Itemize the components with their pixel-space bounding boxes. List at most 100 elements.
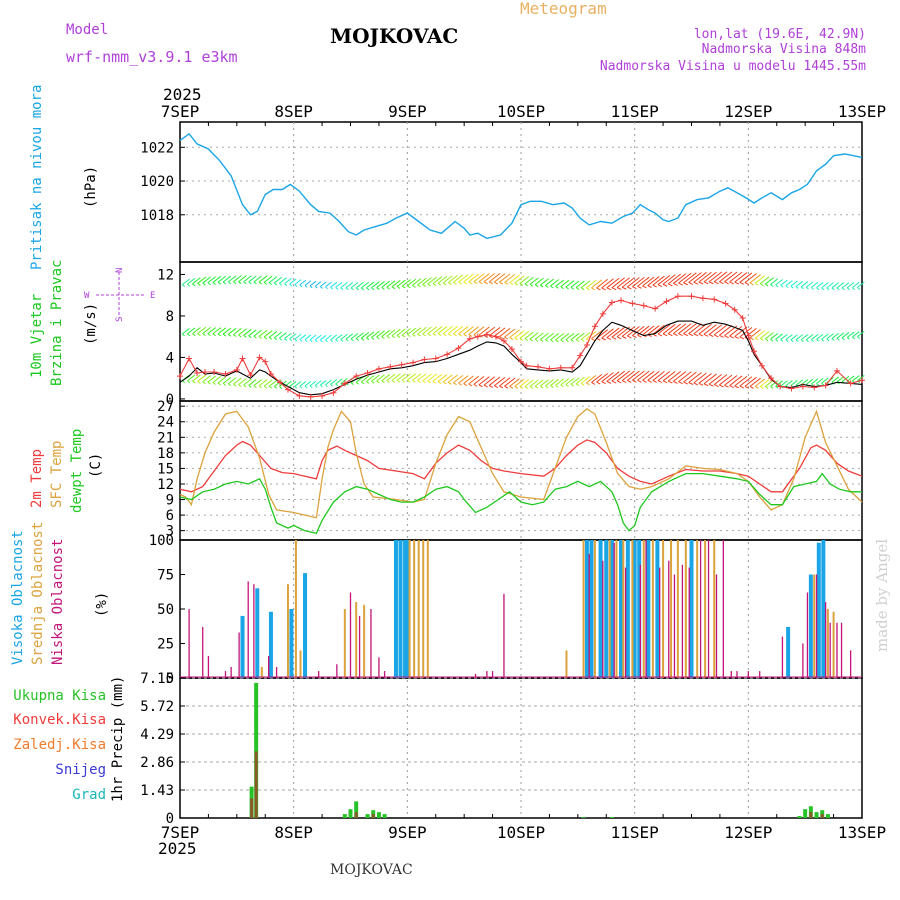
precip-total-bar (382, 814, 387, 818)
wind-barb-tail (381, 286, 385, 290)
wind-barb-tail (238, 384, 242, 387)
wind-barb-tail (821, 287, 825, 291)
wind-barb (519, 276, 530, 284)
y-tick-pressure: 1020 (140, 174, 174, 190)
wind-barb-tail (514, 337, 519, 341)
wind-barb (483, 273, 496, 283)
wind-barb-tail (335, 339, 339, 342)
wind-barb-tail (268, 282, 273, 286)
wind-barb-tail (381, 336, 385, 339)
wind-barb (724, 375, 738, 386)
precip-total-bar (581, 817, 586, 818)
wind-barb-tail (412, 284, 416, 288)
wind-barb-tail (560, 339, 564, 343)
wind-barb (657, 275, 671, 286)
wind-barb (253, 275, 262, 283)
wind-barb (683, 323, 697, 335)
wind-barb (360, 331, 370, 339)
wind-barb (228, 327, 237, 335)
cloud-bar (358, 615, 361, 678)
wind-barb-tail (606, 380, 612, 384)
wind-barb (207, 276, 216, 284)
wind-barb (432, 276, 443, 285)
y-tick-temp: 27 (157, 399, 174, 415)
wind-barb (652, 324, 665, 335)
wind-barb-tail (330, 286, 334, 290)
wind-barb (545, 332, 554, 341)
wind-barb-tail (586, 382, 590, 386)
wind-barb-tail (708, 281, 714, 285)
wind-barb-tail (555, 384, 559, 388)
wind-barb-tail (698, 382, 704, 386)
wind-barb (821, 333, 829, 340)
wind-barb-tail (447, 282, 452, 286)
wind-barb (437, 326, 448, 334)
wind-barb (560, 333, 570, 341)
wind-barb-tail (652, 333, 657, 337)
wind-barb-tail (770, 284, 774, 287)
cloud-bar (253, 584, 255, 678)
wind-barb (187, 374, 196, 382)
model-name: wrf-nmm_v3.9.1 e3km (66, 48, 238, 66)
cloud-bar (832, 611, 835, 678)
cloud-bar (619, 540, 624, 678)
gust-marker (788, 385, 795, 392)
wind-barb (529, 277, 539, 285)
wind-barb-tail (509, 385, 514, 389)
wind-barb (427, 326, 437, 335)
cloud-bar (398, 540, 403, 678)
wind-barb (212, 275, 222, 283)
wind-barb-tail (243, 281, 247, 285)
wind-barb-tail (233, 281, 237, 285)
wind-barb-tail (805, 339, 809, 343)
wind-barb (647, 370, 660, 381)
cloud-bar (299, 650, 302, 678)
wind-barb (279, 332, 287, 339)
cloud-series (180, 540, 862, 678)
wind-barb (366, 331, 375, 339)
wind-barb (642, 276, 655, 287)
cloud-bar (422, 540, 425, 678)
wind-barb-tail (688, 282, 694, 285)
wind-barb (545, 278, 554, 286)
wind-barb-tail (529, 338, 534, 342)
wind-barb (565, 333, 575, 341)
wind-barb-tail (345, 338, 349, 342)
wind-barb (770, 278, 779, 285)
wind-barb (207, 375, 216, 383)
wind-barb (846, 281, 855, 289)
wind-barb-tail (314, 339, 318, 343)
wind-barb-tail (453, 281, 457, 285)
wind-barb (678, 272, 692, 284)
wind-barb (770, 380, 779, 387)
wind-barb-tail (381, 380, 385, 384)
wind-barb (821, 282, 829, 289)
cloud-bar (646, 540, 651, 678)
wind-barb-tail (442, 282, 447, 286)
gust-marker (194, 369, 201, 376)
wind-barb (197, 276, 207, 284)
wind-barb-tail (499, 336, 504, 340)
cloud-bar (651, 540, 654, 678)
wind-barb-tail (667, 333, 673, 337)
wind-barb-tail (366, 287, 370, 291)
wind-barb (667, 370, 681, 382)
wind-barb (284, 278, 292, 285)
wind-barb (422, 326, 432, 335)
wind-barb (555, 279, 565, 287)
wind-barb-tail (422, 333, 426, 337)
wind-barb (268, 330, 278, 338)
wind-barb (248, 329, 257, 337)
cloud-bar (662, 540, 665, 678)
wind-barb-tail (811, 383, 814, 387)
wind-barb-tail (550, 339, 554, 343)
wind-barb (759, 276, 770, 285)
precip-conv-bar (250, 798, 254, 818)
gust-marker (284, 386, 291, 393)
precip-conv-bar (371, 814, 375, 818)
wind-barb-tail (647, 285, 652, 288)
gust-marker (535, 363, 542, 370)
wind-barb-tail (545, 385, 549, 389)
wind-barb-tail (805, 286, 809, 290)
wind-barb (412, 373, 422, 381)
